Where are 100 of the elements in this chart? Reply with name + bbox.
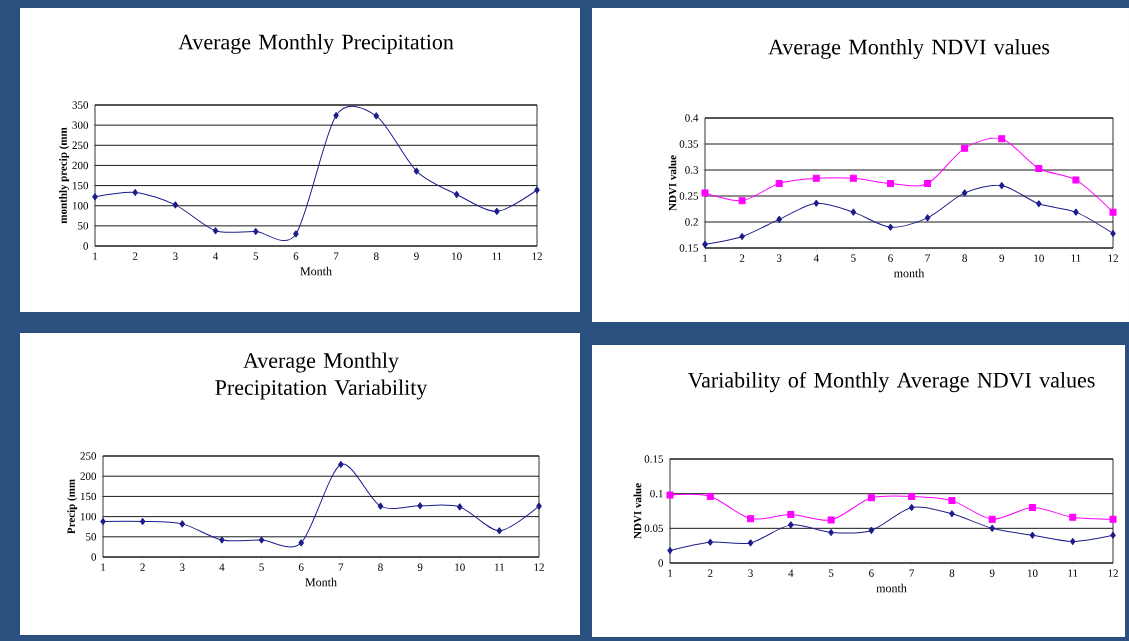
point <box>413 167 420 175</box>
point <box>775 180 783 188</box>
x-tick-label: 2 <box>739 254 745 262</box>
y-tick-label: 350 <box>72 101 89 109</box>
y-tick-label: 200 <box>80 472 97 480</box>
point <box>417 502 423 510</box>
x-tick-label: 2 <box>708 569 713 577</box>
chart-title: Average Monthly Precipitation <box>178 34 454 55</box>
point <box>92 193 98 201</box>
point <box>850 208 857 216</box>
point <box>738 197 746 205</box>
point <box>666 491 674 499</box>
point <box>1110 229 1116 237</box>
point <box>377 502 384 510</box>
y-tick-label: 150 <box>80 492 97 501</box>
y-tick-label: 0 <box>658 559 664 567</box>
point <box>1069 513 1077 521</box>
x-tick-label: 5 <box>828 569 834 577</box>
point <box>702 240 708 248</box>
chart-title: Average Monthly Precipitation Variability <box>215 352 428 400</box>
point <box>868 526 875 534</box>
point <box>849 174 857 182</box>
x-tick-label: 7 <box>334 252 339 260</box>
y-axis-title: Precip (mm <box>67 479 78 534</box>
point <box>212 227 219 235</box>
point <box>252 228 259 235</box>
x-axis-title: Month <box>300 266 332 276</box>
y-tick-label: 100 <box>80 512 97 521</box>
x-tick-label: 12 <box>532 252 542 260</box>
chart-title: Variability of Monthly Average NDVI values <box>687 371 1095 393</box>
point <box>1069 538 1076 546</box>
x-tick-label: 10 <box>455 563 465 571</box>
point <box>179 520 186 528</box>
x-tick-label: 6 <box>869 569 874 577</box>
point <box>293 230 299 238</box>
x-axis-title: Month <box>305 577 337 587</box>
x-tick-label: 12 <box>1108 569 1118 577</box>
y-axis-title: monthly precip (mm <box>59 127 70 224</box>
x-tick-label: 4 <box>788 569 794 577</box>
point <box>1073 208 1079 216</box>
point <box>338 460 344 468</box>
y-tick-label: 200 <box>72 161 89 170</box>
point <box>924 214 931 222</box>
x-axis-title: month <box>876 583 907 593</box>
x-tick-label: 3 <box>776 254 782 262</box>
point <box>739 233 745 241</box>
point <box>100 517 106 525</box>
point <box>536 502 542 510</box>
point <box>707 538 714 546</box>
x-tick-label: 3 <box>180 563 185 571</box>
x-tick-label: 10 <box>1034 254 1044 262</box>
x-tick-label: 6 <box>298 563 304 571</box>
x-tick-label: 10 <box>1027 569 1038 577</box>
y-tick-label: 0.3 <box>685 166 699 174</box>
point <box>867 494 875 502</box>
point <box>453 190 460 198</box>
x-tick-label: 12 <box>534 563 544 571</box>
x-tick-label: 3 <box>173 252 178 260</box>
point <box>139 517 146 525</box>
point <box>949 510 955 518</box>
x-tick-label: 1 <box>668 569 673 577</box>
x-tick-label: 2 <box>140 563 145 571</box>
y-tick-label: 0.15 <box>644 455 664 463</box>
point <box>667 547 673 555</box>
point <box>373 112 380 120</box>
point <box>988 515 996 523</box>
x-tick-label: 8 <box>373 252 379 260</box>
point <box>706 492 714 500</box>
point <box>1029 531 1036 539</box>
y-tick-label: 0 <box>83 242 89 250</box>
point <box>961 189 968 197</box>
x-tick-label: 8 <box>962 254 967 262</box>
x-tick-label: 3 <box>748 569 753 577</box>
x-tick-label: 1 <box>93 252 98 260</box>
x-tick-label: 11 <box>1071 254 1081 262</box>
point <box>333 111 339 119</box>
point <box>924 180 932 188</box>
point <box>1028 504 1036 512</box>
point <box>494 207 500 215</box>
y-tick-label: 250 <box>80 452 97 460</box>
x-tick-label: 6 <box>888 254 893 262</box>
point <box>747 539 754 547</box>
x-tick-label: 11 <box>492 252 502 260</box>
x-tick-label: 1 <box>101 563 106 571</box>
x-tick-label: 9 <box>417 563 423 571</box>
point <box>887 223 894 231</box>
y-axis-title: NDVI value <box>633 483 642 539</box>
point <box>998 135 1006 143</box>
point <box>172 201 179 209</box>
y-tick-label: 0.15 <box>679 244 699 252</box>
y-tick-label: 150 <box>72 181 89 190</box>
y-tick-label: 300 <box>72 121 89 129</box>
chart-title: Average Monthly NDVI values <box>768 39 1050 60</box>
x-tick-label: 6 <box>293 252 299 260</box>
point <box>1072 176 1080 184</box>
y-tick-label: 50 <box>86 533 97 541</box>
y-tick-label: 250 <box>72 141 89 150</box>
point <box>908 492 916 500</box>
point <box>776 215 782 223</box>
y-tick-label: 100 <box>72 202 89 210</box>
